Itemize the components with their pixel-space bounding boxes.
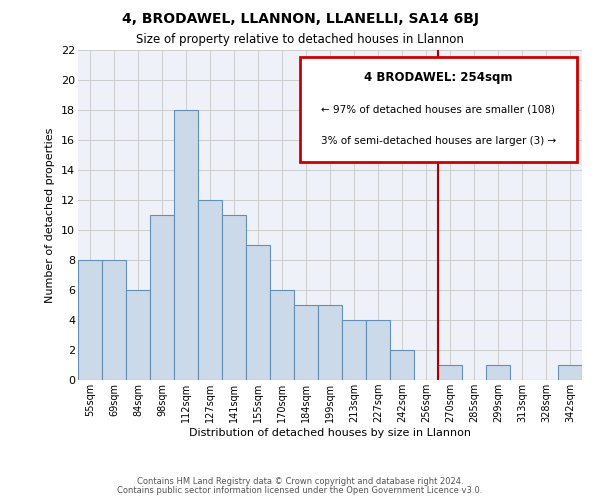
Bar <box>318 305 342 380</box>
Y-axis label: Number of detached properties: Number of detached properties <box>46 128 55 302</box>
Text: 4, BRODAWEL, LLANNON, LLANELLI, SA14 6BJ: 4, BRODAWEL, LLANNON, LLANELLI, SA14 6BJ <box>121 12 479 26</box>
Bar <box>126 290 150 380</box>
FancyBboxPatch shape <box>300 56 577 162</box>
Text: Contains HM Land Registry data © Crown copyright and database right 2024.: Contains HM Land Registry data © Crown c… <box>137 477 463 486</box>
Text: 3% of semi-detached houses are larger (3) →: 3% of semi-detached houses are larger (3… <box>321 136 556 146</box>
Bar <box>342 320 366 380</box>
Text: 4 BRODAWEL: 254sqm: 4 BRODAWEL: 254sqm <box>364 71 512 84</box>
Bar <box>486 365 510 380</box>
Text: Contains public sector information licensed under the Open Government Licence v3: Contains public sector information licen… <box>118 486 482 495</box>
Bar <box>174 110 198 380</box>
Bar <box>366 320 390 380</box>
Bar <box>558 365 582 380</box>
Bar <box>294 305 318 380</box>
Bar <box>390 350 414 380</box>
Bar <box>198 200 222 380</box>
Bar <box>270 290 294 380</box>
Text: Size of property relative to detached houses in Llannon: Size of property relative to detached ho… <box>136 32 464 46</box>
Bar <box>150 215 174 380</box>
Bar <box>78 260 102 380</box>
Bar <box>246 245 270 380</box>
Bar <box>438 365 462 380</box>
Text: ← 97% of detached houses are smaller (108): ← 97% of detached houses are smaller (10… <box>322 104 556 115</box>
X-axis label: Distribution of detached houses by size in Llannon: Distribution of detached houses by size … <box>189 428 471 438</box>
Bar <box>102 260 126 380</box>
Bar <box>222 215 246 380</box>
